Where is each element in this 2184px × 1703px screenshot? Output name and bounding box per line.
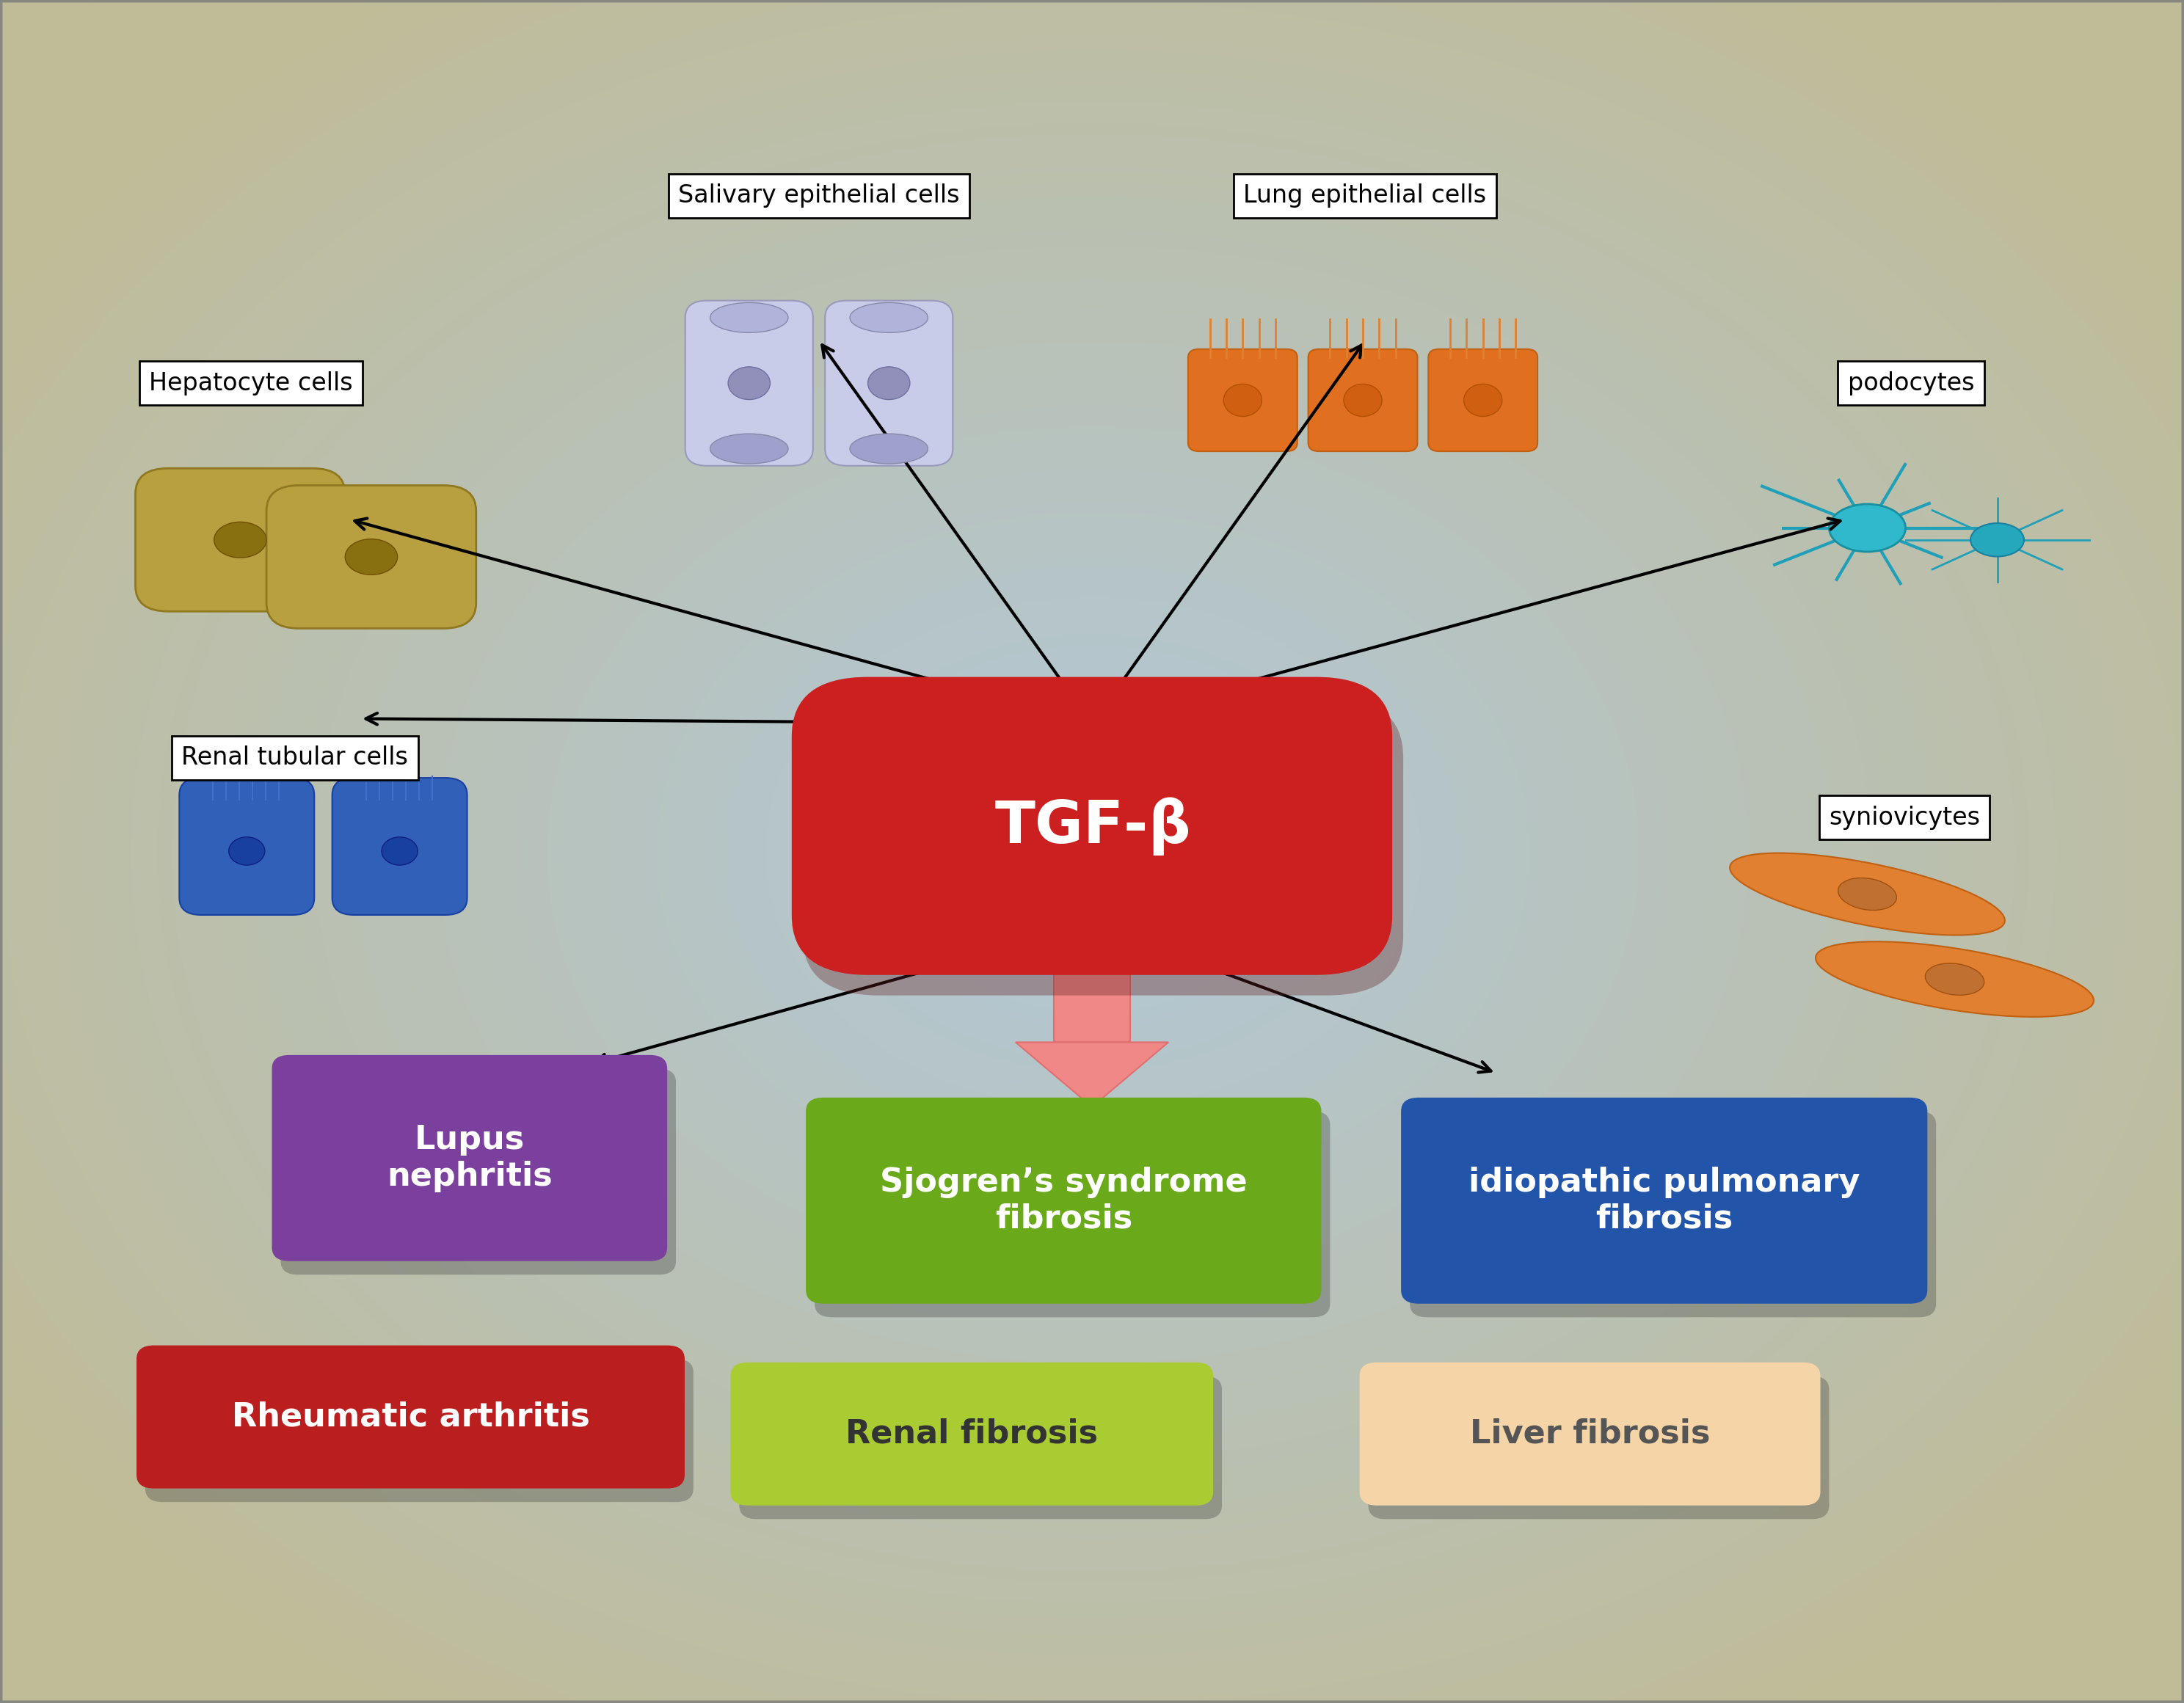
Text: TGF-$\bf\beta$: TGF-$\bf\beta$	[994, 795, 1190, 857]
FancyBboxPatch shape	[729, 1362, 1212, 1505]
FancyBboxPatch shape	[280, 1069, 677, 1274]
Ellipse shape	[1839, 879, 1896, 909]
Text: syniovicytes: syniovicytes	[1828, 806, 1981, 829]
Ellipse shape	[382, 838, 417, 865]
FancyBboxPatch shape	[1402, 1098, 1926, 1304]
Ellipse shape	[1828, 504, 1904, 552]
Text: idiopathic pulmonary
fibrosis: idiopathic pulmonary fibrosis	[1468, 1167, 1861, 1235]
Ellipse shape	[1730, 853, 2005, 935]
Ellipse shape	[1343, 383, 1382, 417]
Ellipse shape	[710, 303, 788, 332]
Polygon shape	[1016, 1042, 1168, 1107]
Polygon shape	[1053, 925, 1131, 1042]
FancyBboxPatch shape	[266, 485, 476, 628]
FancyBboxPatch shape	[804, 698, 1404, 995]
Ellipse shape	[850, 303, 928, 332]
Ellipse shape	[1223, 383, 1262, 417]
FancyBboxPatch shape	[791, 676, 1393, 974]
FancyBboxPatch shape	[1188, 349, 1297, 451]
FancyBboxPatch shape	[806, 1098, 1321, 1304]
FancyBboxPatch shape	[135, 468, 345, 611]
Text: Liver fibrosis: Liver fibrosis	[1470, 1419, 1710, 1449]
Text: Salivary epithelial cells: Salivary epithelial cells	[679, 184, 959, 208]
Ellipse shape	[1926, 964, 1983, 995]
FancyBboxPatch shape	[179, 778, 314, 915]
Text: Lung epithelial cells: Lung epithelial cells	[1243, 184, 1487, 208]
FancyBboxPatch shape	[135, 1345, 686, 1488]
Text: Sjogren’s syndrome
fibrosis: Sjogren’s syndrome fibrosis	[880, 1167, 1247, 1235]
Ellipse shape	[850, 434, 928, 463]
Text: podocytes: podocytes	[1848, 371, 1974, 395]
Text: Rheumatic arthritis: Rheumatic arthritis	[232, 1402, 590, 1432]
FancyBboxPatch shape	[1367, 1376, 1828, 1519]
FancyBboxPatch shape	[1308, 349, 1417, 451]
Ellipse shape	[229, 838, 264, 865]
FancyBboxPatch shape	[271, 1054, 668, 1260]
FancyBboxPatch shape	[826, 300, 952, 465]
Ellipse shape	[867, 366, 911, 400]
Ellipse shape	[710, 434, 788, 463]
Ellipse shape	[1970, 523, 2025, 557]
Ellipse shape	[214, 521, 266, 557]
FancyBboxPatch shape	[1411, 1112, 1935, 1318]
Ellipse shape	[1815, 942, 2094, 1017]
Ellipse shape	[345, 538, 397, 574]
FancyBboxPatch shape	[686, 300, 812, 465]
Text: Lupus
nephritis: Lupus nephritis	[387, 1124, 553, 1192]
FancyBboxPatch shape	[815, 1112, 1330, 1318]
Text: Hepatocyte cells: Hepatocyte cells	[149, 371, 354, 395]
Ellipse shape	[1463, 383, 1503, 417]
FancyBboxPatch shape	[1358, 1362, 1819, 1505]
Text: Renal fibrosis: Renal fibrosis	[845, 1419, 1099, 1449]
FancyBboxPatch shape	[144, 1359, 695, 1502]
FancyBboxPatch shape	[332, 778, 467, 915]
FancyBboxPatch shape	[738, 1376, 1221, 1519]
FancyBboxPatch shape	[1428, 349, 1538, 451]
Text: Renal tubular cells: Renal tubular cells	[181, 746, 408, 770]
Ellipse shape	[727, 366, 771, 400]
